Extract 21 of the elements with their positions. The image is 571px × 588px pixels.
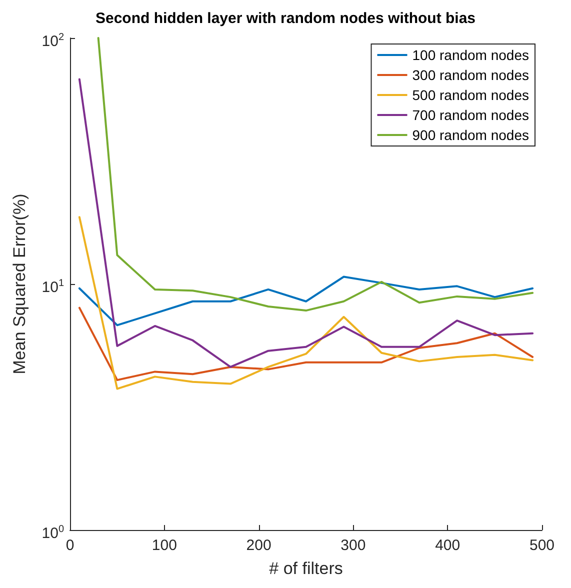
x-tick-label: 0 (66, 537, 74, 554)
y-tick-label: 10$^{2}$ (42, 31, 64, 52)
x-tick-label: 200 (246, 537, 272, 554)
y-axis-title: Mean Squared Error(%) (10, 194, 29, 374)
legend-label: 100 random nodes (412, 47, 530, 63)
y-tick-label: 10$^{1}$ (42, 277, 64, 298)
legend-label: 500 random nodes (412, 87, 530, 103)
line-series (78, 276, 534, 326)
legend-label: 900 random nodes (412, 127, 530, 143)
line-series (97, 37, 534, 312)
x-tick-label: 300 (340, 537, 366, 554)
x-axis-title: # of filters (269, 559, 343, 578)
line-series (78, 216, 534, 390)
chart-title: Second hidden layer with random nodes without bias (95, 10, 476, 27)
legend-label: 300 random nodes (412, 67, 530, 83)
x-tick-label: 500 (529, 537, 555, 554)
x-tick-label: 100 (152, 537, 177, 554)
x-tick-label: 400 (435, 537, 460, 554)
line-series (78, 306, 534, 382)
y-tick-label: 10$^{0}$ (42, 523, 64, 544)
legend-label: 700 random nodes (412, 107, 530, 123)
